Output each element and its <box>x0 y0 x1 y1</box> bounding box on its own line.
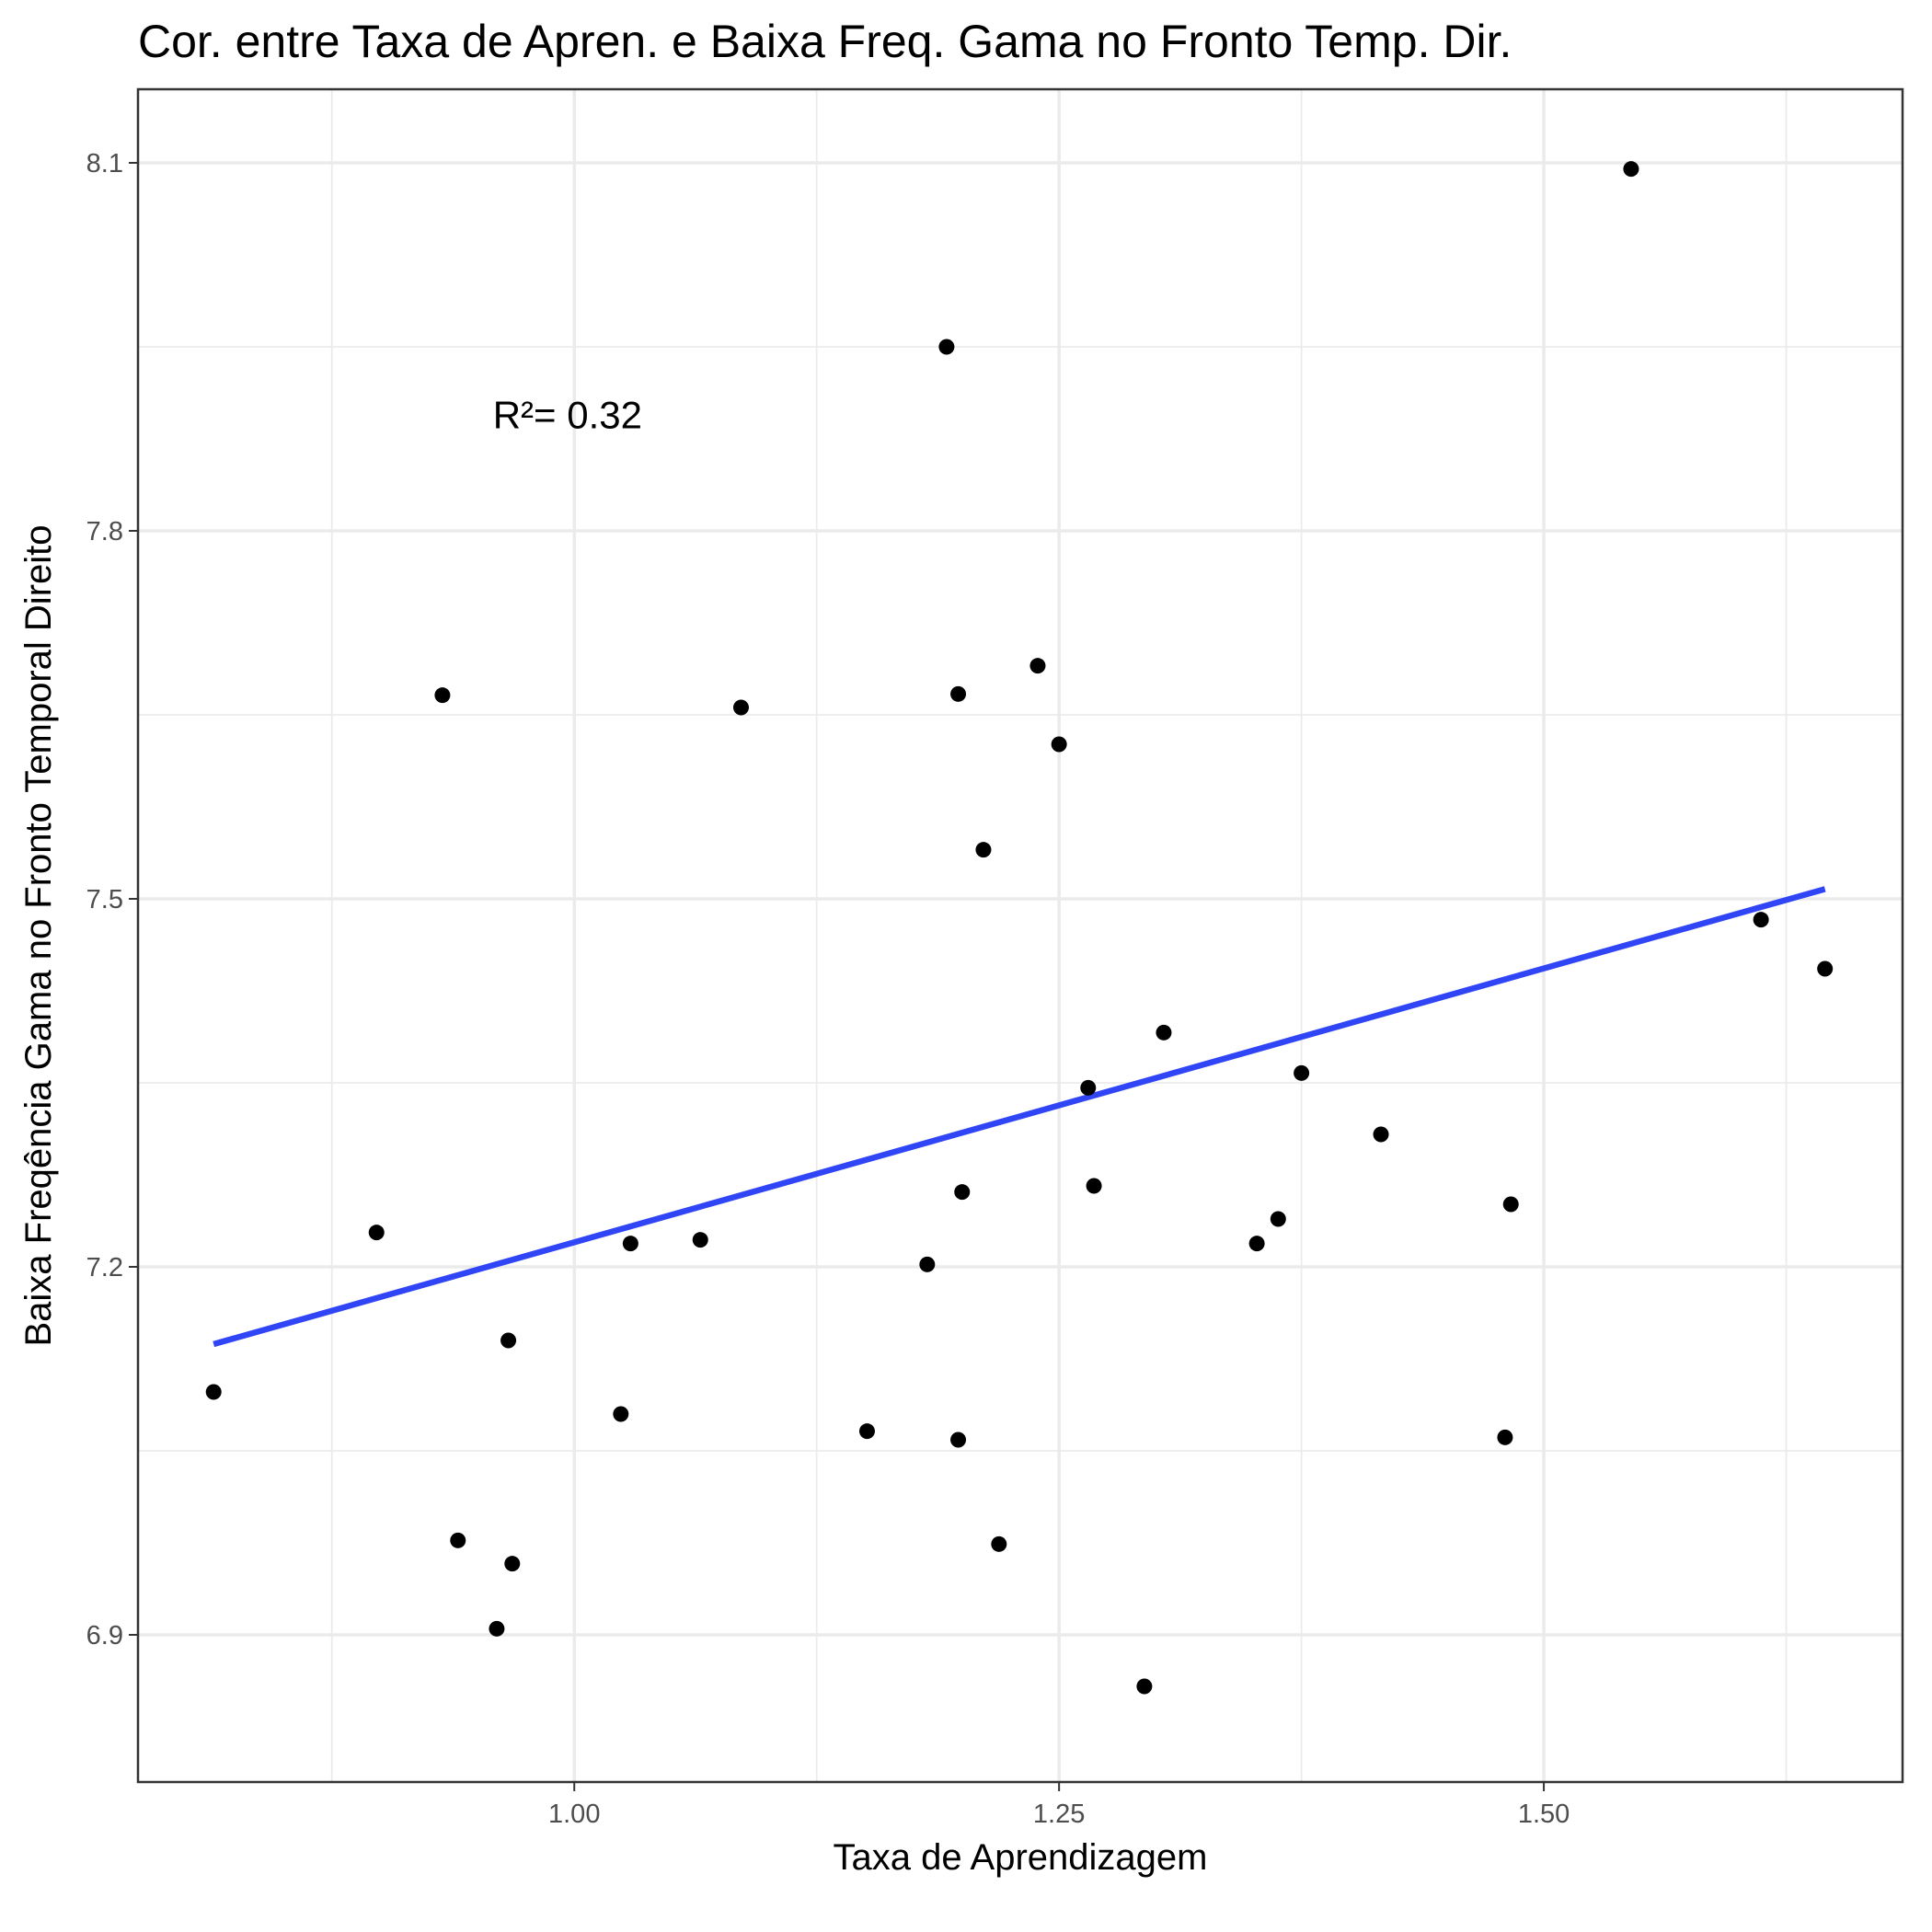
y-tick-label: 6.9 <box>86 1621 123 1650</box>
chart-title: Cor. entre Taxa de Apren. e Baixa Freq. … <box>138 16 1512 67</box>
minor-gridlines <box>138 89 1903 1782</box>
data-point <box>450 1532 466 1548</box>
r-squared-annotation: R²= 0.32 <box>493 393 642 436</box>
data-point <box>1270 1211 1286 1227</box>
data-point <box>1373 1126 1389 1143</box>
major-gridlines <box>138 89 1903 1782</box>
data-point <box>1502 1196 1519 1213</box>
data-point <box>732 699 749 716</box>
data-point <box>622 1236 638 1252</box>
data-point <box>991 1535 1007 1552</box>
data-point <box>1080 1079 1097 1096</box>
data-point <box>1294 1064 1310 1081</box>
regression-line <box>213 886 1826 1348</box>
data-point <box>858 1423 875 1440</box>
x-tick-label: 1.25 <box>1033 1800 1085 1829</box>
data-point <box>434 687 451 704</box>
y-axis-ticks: 6.9 7.2 7.5 7.8 8.1 <box>86 149 138 1650</box>
annotation-layer: R²= 0.32 <box>493 393 642 436</box>
plot-panel-border <box>136 87 1904 1784</box>
data-point <box>954 1184 971 1201</box>
data-point <box>368 1225 385 1241</box>
data-point <box>975 842 992 858</box>
y-tick-label: 7.8 <box>86 517 123 546</box>
data-point <box>1029 658 1046 674</box>
y-axis-title: Baixa Freqência Gama no Fronto Temporal … <box>18 524 59 1346</box>
y-tick-label: 8.1 <box>86 149 123 178</box>
data-point <box>500 1332 517 1349</box>
data-point <box>1248 1236 1265 1252</box>
data-point <box>919 1256 936 1272</box>
data-point <box>1051 736 1067 753</box>
regression-layer <box>213 886 1826 1348</box>
y-tick-label: 7.5 <box>86 885 123 914</box>
points-layer <box>205 161 1834 1695</box>
data-point <box>938 339 955 355</box>
data-point <box>1817 960 1834 977</box>
data-point <box>1623 161 1639 178</box>
x-tick-label: 1.00 <box>548 1800 600 1829</box>
data-point <box>205 1384 222 1400</box>
x-axis-ticks: 1.00 1.25 1.50 <box>548 1782 1570 1829</box>
data-point <box>692 1232 708 1248</box>
data-point <box>504 1556 521 1572</box>
data-point <box>1156 1024 1172 1041</box>
data-point <box>950 1432 967 1448</box>
x-axis-title: Taxa de Aprendizagem <box>834 1837 1208 1878</box>
data-point <box>489 1620 505 1637</box>
data-point <box>1136 1678 1153 1695</box>
data-point <box>1753 912 1769 928</box>
data-point <box>950 685 967 702</box>
y-tick-label: 7.2 <box>86 1253 123 1282</box>
data-point <box>613 1406 629 1422</box>
x-tick-label: 1.50 <box>1518 1800 1570 1829</box>
data-point <box>1497 1429 1513 1445</box>
data-point <box>1086 1178 1102 1194</box>
